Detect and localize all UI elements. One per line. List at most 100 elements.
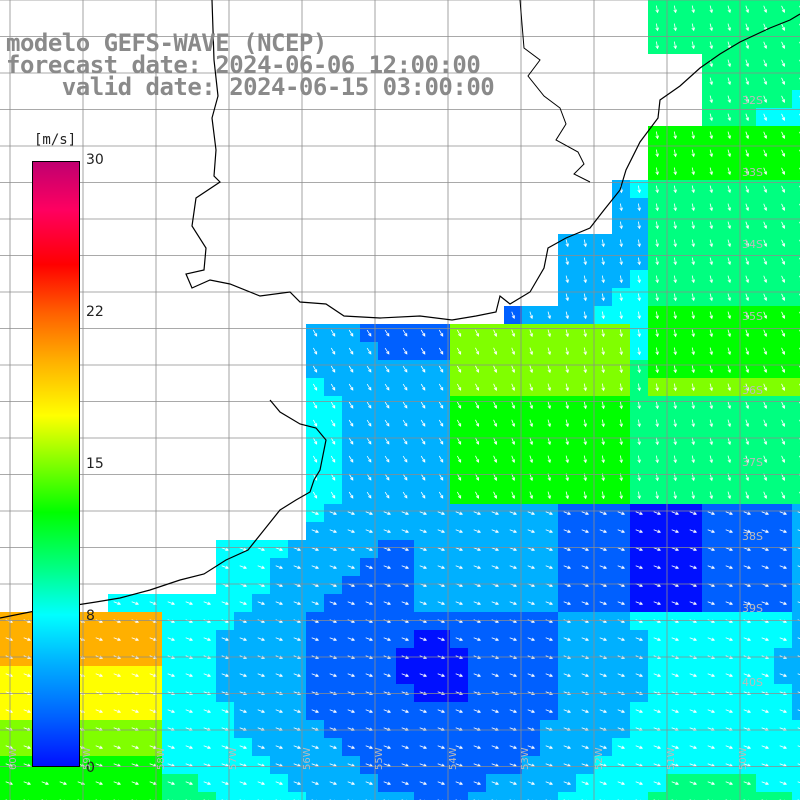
wind-arrow	[707, 709, 716, 714]
wind-arrow	[420, 473, 426, 481]
wind-cell	[756, 792, 774, 800]
wind-arrow	[745, 437, 750, 446]
wind-arrow	[583, 383, 587, 392]
wind-arrow	[456, 365, 462, 373]
wind-arrow	[348, 365, 354, 373]
wind-arrow	[599, 781, 608, 786]
wind-arrow	[419, 745, 428, 750]
wind-arrow	[475, 401, 480, 409]
wind-cell	[594, 792, 612, 800]
wind-arrow	[420, 347, 426, 355]
wind-arrow	[275, 673, 284, 678]
wind-arrow	[547, 401, 552, 410]
wind-arrow	[691, 437, 695, 446]
wind-arrow	[727, 491, 732, 500]
wind-cell	[216, 792, 234, 800]
wind-arrow	[527, 709, 536, 714]
wind-arrow	[689, 637, 698, 642]
wind-arrow	[709, 401, 713, 410]
wind-arrow	[456, 491, 462, 499]
wind-arrow	[455, 529, 464, 534]
title-valid-date: valid date: 2024-06-15 03:00:00	[6, 73, 495, 101]
wind-arrow	[401, 601, 410, 606]
wind-arrow	[671, 529, 680, 534]
wind-arrow	[347, 547, 356, 552]
wind-arrow	[383, 673, 392, 678]
wind-arrow	[438, 365, 444, 373]
wind-arrow	[167, 781, 176, 786]
wind-arrow	[275, 709, 284, 714]
wind-arrow	[617, 547, 626, 552]
wind-arrow	[653, 709, 662, 714]
wind-arrow	[727, 383, 732, 392]
wind-cell	[792, 666, 800, 684]
wind-arrow	[601, 437, 605, 446]
wind-arrow	[455, 745, 464, 750]
wind-arrow	[419, 709, 428, 714]
wind-cell	[792, 252, 800, 270]
wind-arrow	[527, 529, 536, 534]
wind-arrow	[511, 419, 516, 428]
wind-arrow	[95, 745, 104, 750]
wind-arrow	[311, 673, 320, 678]
wind-arrow	[311, 565, 320, 570]
wind-arrow	[583, 491, 587, 500]
wind-arrow	[727, 77, 732, 86]
wind-arrow	[348, 473, 354, 481]
wind-cell	[630, 792, 648, 800]
wind-cell	[108, 792, 126, 800]
wind-cell	[522, 792, 540, 800]
wind-arrow	[329, 637, 338, 642]
wind-arrow	[23, 745, 32, 750]
wind-cell	[720, 792, 738, 800]
wind-arrow	[565, 275, 569, 284]
wind-arrow	[365, 637, 374, 642]
wind-arrow	[312, 455, 318, 463]
wind-arrow	[689, 529, 698, 534]
wind-arrow	[347, 565, 356, 570]
wind-arrow	[743, 781, 752, 786]
wind-arrow	[709, 347, 713, 356]
wind-arrow	[689, 565, 698, 570]
wind-arrow	[637, 401, 641, 410]
wind-arrow	[761, 637, 770, 642]
wind-arrow	[401, 511, 410, 516]
wind-arrow	[727, 365, 732, 374]
wind-arrow	[257, 709, 266, 714]
wind-cell	[54, 792, 72, 800]
wind-arrow	[41, 781, 50, 786]
wind-arrow	[673, 149, 677, 158]
wind-arrow	[581, 565, 590, 570]
wind-arrow	[493, 329, 498, 337]
wind-arrow	[563, 709, 572, 714]
wind-arrow	[330, 455, 336, 463]
wind-arrow	[401, 529, 410, 534]
wind-arrow	[583, 419, 587, 428]
wind-arrow	[671, 673, 680, 678]
wind-arrow	[635, 637, 644, 642]
wind-arrow	[673, 347, 677, 356]
wind-arrow	[653, 547, 662, 552]
lon-label-54w: 54W	[448, 747, 459, 770]
lat-label-35s: 35S	[742, 310, 763, 323]
wind-cell	[738, 792, 756, 800]
wind-arrow	[709, 41, 713, 50]
wind-arrow	[311, 637, 320, 642]
wind-arrow	[221, 565, 230, 570]
wind-cell	[792, 468, 800, 486]
coastline-upper	[519, 0, 591, 183]
wind-arrow	[366, 455, 372, 463]
wind-arrow	[365, 781, 374, 786]
wind-arrow	[673, 401, 677, 410]
wind-arrow	[635, 511, 644, 516]
wind-cell	[792, 558, 800, 576]
wind-arrow	[691, 329, 695, 338]
wind-cell	[126, 792, 144, 800]
wind-arrow	[745, 257, 750, 266]
wind-arrow	[781, 365, 786, 373]
wind-arrow	[583, 257, 587, 266]
wind-arrow	[761, 781, 770, 786]
wind-arrow	[635, 529, 644, 534]
wind-arrow	[581, 709, 590, 714]
wind-arrow	[707, 565, 716, 570]
